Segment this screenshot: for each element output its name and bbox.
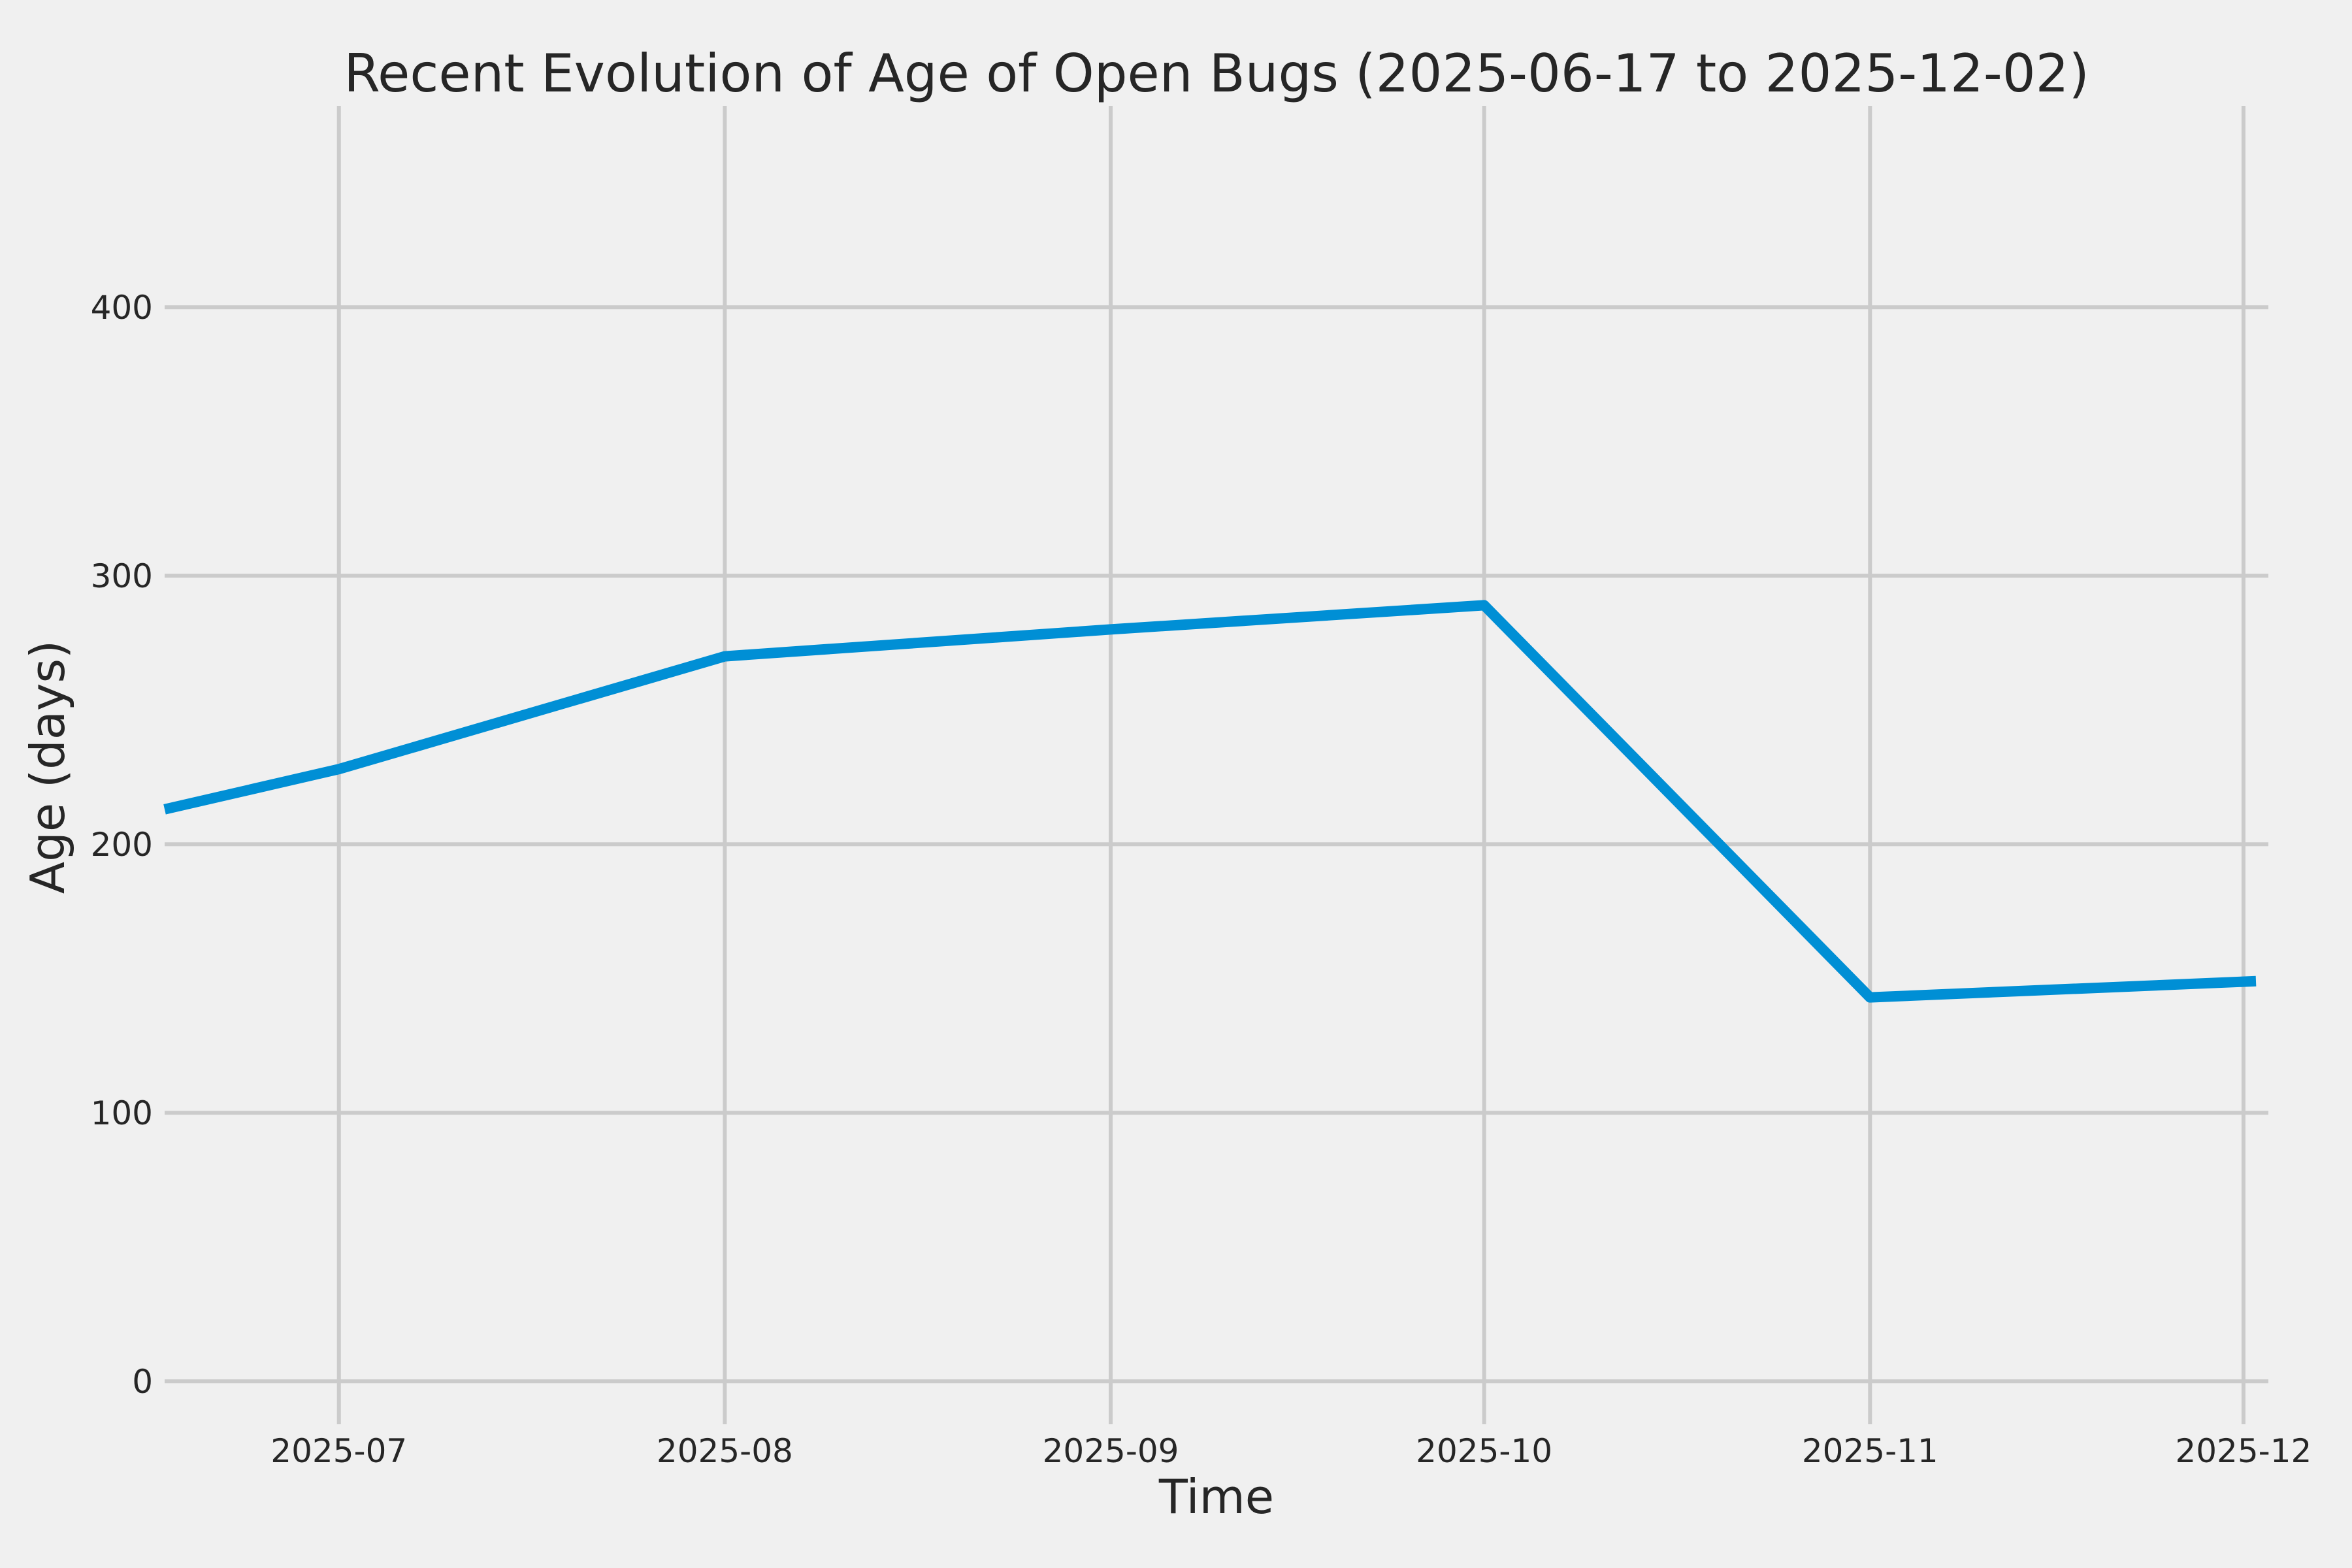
x-axis-label: Time xyxy=(1158,1469,1274,1524)
tick-labels: 2025-07 2025-08 2025-09 2025-10 2025-11 2025-… xyxy=(91,289,2312,1470)
y-axis-label: Age (days) xyxy=(20,640,75,894)
x-tick-label: 2025-11 xyxy=(1802,1432,1938,1470)
y-tick-label: 100 xyxy=(91,1094,153,1132)
gridlines xyxy=(165,106,2268,1424)
x-tick-label: 2025-07 xyxy=(270,1432,407,1470)
x-tick-label: 2025-12 xyxy=(2175,1432,2311,1470)
y-tick-label: 300 xyxy=(91,557,153,595)
data-series-line xyxy=(163,600,2257,1003)
y-tick-label: 0 xyxy=(132,1363,153,1401)
chart-title: Recent Evolution of Age of Open Bugs (20… xyxy=(344,43,2089,104)
series-lines xyxy=(163,600,2257,1003)
x-tick-label: 2025-08 xyxy=(657,1432,793,1470)
y-tick-label: 400 xyxy=(91,289,153,327)
y-tick-label: 200 xyxy=(91,826,153,864)
x-tick-label: 2025-10 xyxy=(1416,1432,1552,1470)
x-tick-label: 2025-09 xyxy=(1043,1432,1179,1470)
